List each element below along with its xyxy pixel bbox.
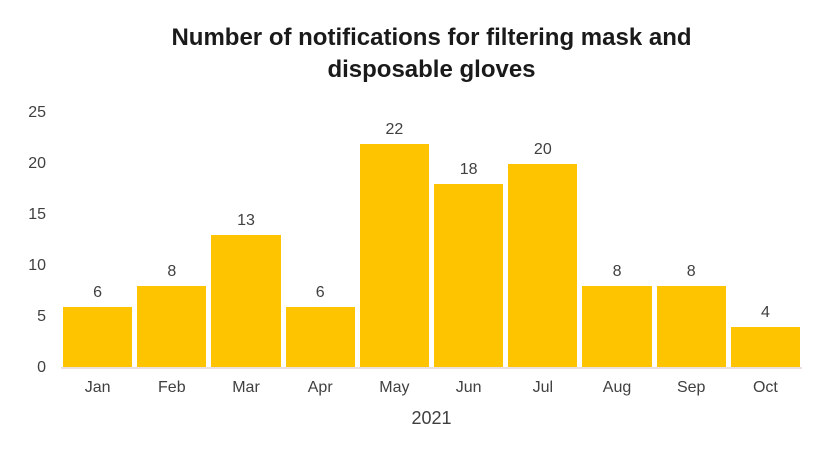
bar-value-label: 8 bbox=[167, 263, 177, 281]
x-axis-year-label: 2021 bbox=[411, 408, 452, 428]
y-tick-label: 5 bbox=[37, 308, 46, 325]
x-tick-label: Jun bbox=[455, 379, 482, 396]
bar-value-label: 18 bbox=[459, 161, 478, 179]
bar bbox=[359, 143, 430, 368]
bar bbox=[656, 286, 726, 368]
bar-column-apr: 6 bbox=[285, 113, 355, 368]
bar bbox=[285, 306, 355, 368]
x-tick-label: Sep bbox=[676, 379, 706, 396]
bar-value-label: 4 bbox=[760, 304, 770, 322]
y-tick-label: 25 bbox=[28, 104, 46, 121]
bar-column-feb: 8 bbox=[137, 113, 207, 368]
bar-column-jul: 20 bbox=[508, 113, 578, 368]
bar-column-jan: 6 bbox=[63, 113, 133, 368]
x-tick-label: Apr bbox=[307, 379, 333, 396]
bar bbox=[63, 306, 133, 368]
x-tick-label: Mar bbox=[232, 379, 260, 396]
chart-title-text: Number of notifications for filtering ma… bbox=[171, 24, 692, 83]
bar bbox=[137, 286, 207, 368]
bar bbox=[730, 327, 801, 368]
bar-value-label: 20 bbox=[533, 141, 552, 158]
x-tick-label: Feb bbox=[158, 379, 186, 396]
bar-value-label: 8 bbox=[612, 263, 622, 281]
y-tick-label: 20 bbox=[28, 155, 46, 172]
x-tick-label: Jul bbox=[532, 379, 554, 396]
bar bbox=[508, 164, 578, 368]
x-axis-line bbox=[61, 367, 802, 369]
bar-value-label: 22 bbox=[385, 120, 404, 138]
x-tick-label: May bbox=[379, 379, 410, 396]
bar-value-label: 8 bbox=[686, 263, 696, 281]
bar-column-oct: 4 bbox=[730, 113, 801, 368]
bar-column-aug: 8 bbox=[582, 113, 652, 368]
bar-value-label: 6 bbox=[315, 283, 325, 301]
bar bbox=[582, 286, 652, 368]
x-axis: Jan Feb Mar Apr May Jun Jul Aug Sep Oct bbox=[63, 379, 800, 397]
chart-title: Number of notifications for filtering ma… bbox=[63, 22, 800, 86]
bar-column-sep: 8 bbox=[656, 113, 726, 368]
y-tick-label: 10 bbox=[28, 257, 46, 274]
bar-column-jun: 18 bbox=[434, 113, 504, 368]
y-tick-label: 15 bbox=[28, 206, 46, 223]
bar-value-label: 6 bbox=[93, 283, 103, 301]
bar-column-may: 22 bbox=[359, 113, 430, 368]
plot-area: 6 8 13 6 22 18 20 8 8 4 bbox=[63, 113, 801, 368]
y-tick-label: 0 bbox=[37, 359, 46, 376]
bar bbox=[211, 235, 281, 368]
x-tick-label: Aug bbox=[602, 379, 632, 396]
x-tick-label: Oct bbox=[752, 379, 778, 396]
bar-column-mar: 13 bbox=[211, 113, 281, 368]
bar bbox=[434, 184, 504, 368]
y-axis: 0 5 10 15 20 25 bbox=[0, 0, 46, 449]
x-tick-label: Jan bbox=[84, 379, 111, 396]
bar-value-label: 13 bbox=[237, 212, 255, 230]
